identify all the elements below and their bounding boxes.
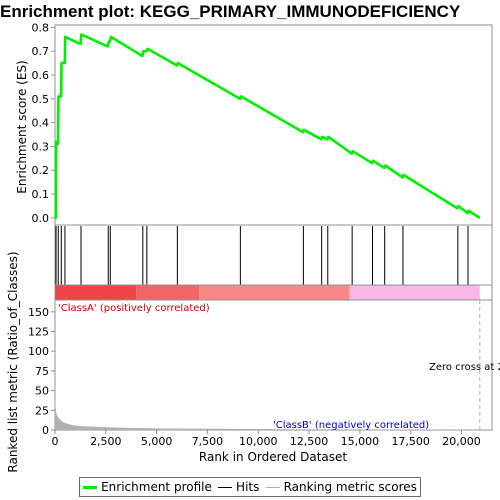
es-y-tick-label: 0.1 xyxy=(32,188,50,201)
legend-item-ranking-metric: Ranking metric scores xyxy=(265,480,417,494)
color-bar-segment xyxy=(136,285,200,300)
es-y-tick-label: 0.5 xyxy=(32,93,50,106)
hits-swatch xyxy=(218,486,233,488)
color-bar-segment xyxy=(55,285,137,300)
legend: Enrichment profile Hits Ranking metric s… xyxy=(79,477,421,497)
enrichment-profile-swatch xyxy=(83,485,98,489)
rank-x-tick-label: 2,500 xyxy=(90,435,122,448)
es-y-tick-label: 0.0 xyxy=(32,212,50,225)
ranking-plot-area xyxy=(54,299,493,431)
rank-y-axis: 0 25 50 75 100 125 150 xyxy=(28,306,55,437)
rank-y-tick-label: 100 xyxy=(28,345,49,358)
correlation-color-bar xyxy=(55,285,480,300)
rank-x-tick-label: 10,000 xyxy=(239,435,278,448)
ranking-panel: 0 25 50 75 100 125 150 0 2,500 5,000 7,500 10,000 1… xyxy=(6,251,500,472)
class-b-label: 'ClassB' (negatively correlated) xyxy=(273,420,429,431)
class-a-label: 'ClassA' (positively correlated) xyxy=(58,303,210,314)
enrichment-panel: 0.0 0.1 0.2 0.3 0.4 0.5 0.6 0.7 0.8 Enrichment s… xyxy=(15,21,493,226)
es-y-axis-label: Enrichment score (ES) xyxy=(15,60,29,193)
hit-lines xyxy=(55,226,469,285)
rank-x-tick-label: 20,000 xyxy=(442,435,481,448)
es-y-tick-label: 0.4 xyxy=(32,117,50,130)
hits-panel xyxy=(54,224,493,301)
rank-y-tick-label: 125 xyxy=(28,326,49,339)
rank-y-tick-label: 150 xyxy=(28,306,49,319)
rank-y-tick-label: 0 xyxy=(42,424,49,437)
ranking-metric-swatch xyxy=(265,486,280,488)
es-y-tick-label: 0.2 xyxy=(32,164,50,177)
enrichment-plot-area xyxy=(54,24,493,226)
rank-y-tick-label: 25 xyxy=(35,404,49,417)
es-y-tick-label: 0.3 xyxy=(32,140,50,153)
rank-y-tick-label: 75 xyxy=(35,365,49,378)
legend-item-hits: Hits xyxy=(218,480,259,494)
legend-item-enrichment-profile: Enrichment profile xyxy=(83,480,212,494)
color-bar-segment xyxy=(349,285,480,300)
rank-y-tick-label: 50 xyxy=(35,385,49,398)
es-y-tick-label: 0.6 xyxy=(32,69,50,82)
color-bar-segment xyxy=(199,285,350,300)
rank-x-tick-label: 17,500 xyxy=(391,435,430,448)
es-y-tick-label: 0.8 xyxy=(32,21,50,34)
zero-cross-label: Zero cross at 2 xyxy=(429,362,500,373)
es-y-axis: 0.0 0.1 0.2 0.3 0.4 0.5 0.6 0.7 0.8 xyxy=(32,21,55,225)
rank-x-tick-label: 0 xyxy=(52,435,59,448)
legend-label-hits: Hits xyxy=(236,480,260,494)
chart-title: Enrichment plot: KEGG_PRIMARY_IMMUNODEFI… xyxy=(0,2,461,21)
legend-label-ranking-metric: Ranking metric scores xyxy=(283,480,417,494)
rank-x-tick-label: 15,000 xyxy=(341,435,380,448)
rank-x-axis: 0 2,500 5,000 7,500 10,000 12,500 15,000 17,500… xyxy=(52,430,481,448)
legend-label-enrichment-profile: Enrichment profile xyxy=(101,480,212,494)
rank-x-axis-label: Rank in Ordered Dataset xyxy=(199,450,347,464)
rank-x-tick-label: 12,500 xyxy=(290,435,329,448)
es-y-tick-label: 0.7 xyxy=(32,45,50,58)
rank-y-axis-label: Ranked list metric (Ratio_of_Classes) xyxy=(6,251,20,472)
rank-x-tick-label: 7,500 xyxy=(192,435,224,448)
rank-x-tick-label: 5,000 xyxy=(141,435,173,448)
hits-plot-area xyxy=(54,224,493,286)
enrichment-profile-line xyxy=(54,33,481,220)
